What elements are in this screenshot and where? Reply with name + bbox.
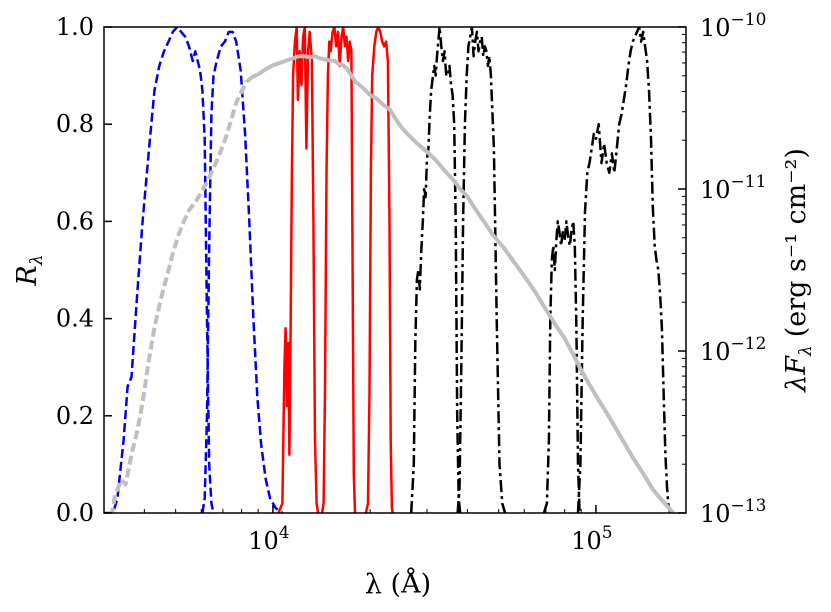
- y-right-tick-label: 10−12: [700, 334, 766, 366]
- series-3-segment-0: [110, 75, 254, 513]
- x-tick-exp: 4: [279, 523, 290, 543]
- y-left-tick-label: 0.2: [56, 402, 94, 430]
- series-1: [277, 27, 395, 513]
- series-1-segment-1: [320, 27, 357, 513]
- x-tick-exp: 5: [602, 523, 613, 543]
- series-2-segment-2: [542, 220, 581, 513]
- series-3-segment-1: [250, 54, 676, 513]
- x-tick-base: 10: [571, 527, 602, 555]
- series-2: [409, 27, 672, 513]
- y-right-tick-exp: −11: [731, 172, 767, 192]
- y-left-tick-label: 0.0: [56, 499, 94, 527]
- x-tick-label: 104: [248, 523, 289, 555]
- series-3: [110, 54, 676, 513]
- y-right-tick-exp: −13: [731, 496, 767, 516]
- x-tick-label: 105: [571, 523, 612, 555]
- y-right-tick-base: 10: [700, 176, 731, 204]
- y-right-tick-base: 10: [700, 338, 731, 366]
- series-0-segment-1: [201, 30, 284, 513]
- series-1-segment-0: [277, 27, 320, 513]
- x-axis-label: λ (Å): [365, 567, 431, 600]
- y-left-axis-label: Rλ: [12, 254, 47, 286]
- series-0: [104, 27, 284, 513]
- y-right-tick-exp: −12: [731, 334, 767, 354]
- series-2-segment-0: [409, 27, 462, 513]
- series-1-segment-2: [364, 27, 395, 513]
- y-left-label-sub: λ: [27, 254, 47, 266]
- y-right-label-units: (erg s⁻¹ cm⁻²): [781, 148, 812, 337]
- y-left-tick-label: 1.0: [56, 13, 94, 41]
- y-right-tick-label: 10−13: [700, 496, 766, 528]
- y-right-label-main: λF: [781, 355, 812, 393]
- y-right-tick-base: 10: [700, 14, 731, 42]
- y-right-axis-label: λFλ (erg s⁻¹ cm⁻²): [781, 148, 816, 393]
- series-layer: [104, 27, 676, 513]
- y-right-tick-label: 10−10: [700, 10, 766, 42]
- series-0-segment-0: [104, 27, 215, 513]
- y-left-label-main: R: [12, 265, 43, 286]
- y-right-tick-base: 10: [700, 500, 731, 528]
- x-tick-base: 10: [248, 527, 279, 555]
- series-2-segment-3: [576, 27, 672, 513]
- y-left-tick-label: 0.8: [56, 110, 94, 138]
- y-right-label-sub: λ: [796, 345, 816, 357]
- y-right-tick-exp: −10: [731, 10, 767, 30]
- plot-frame: [103, 26, 687, 514]
- ticks-layer: 104 1050.00.20.40.60.81.010−1310−1210−111…: [56, 10, 767, 555]
- y-left-tick-label: 0.4: [56, 305, 94, 333]
- y-right-tick-label: 10−11: [700, 172, 766, 204]
- y-left-tick-label: 0.6: [56, 207, 94, 235]
- series-2-segment-1: [456, 27, 507, 513]
